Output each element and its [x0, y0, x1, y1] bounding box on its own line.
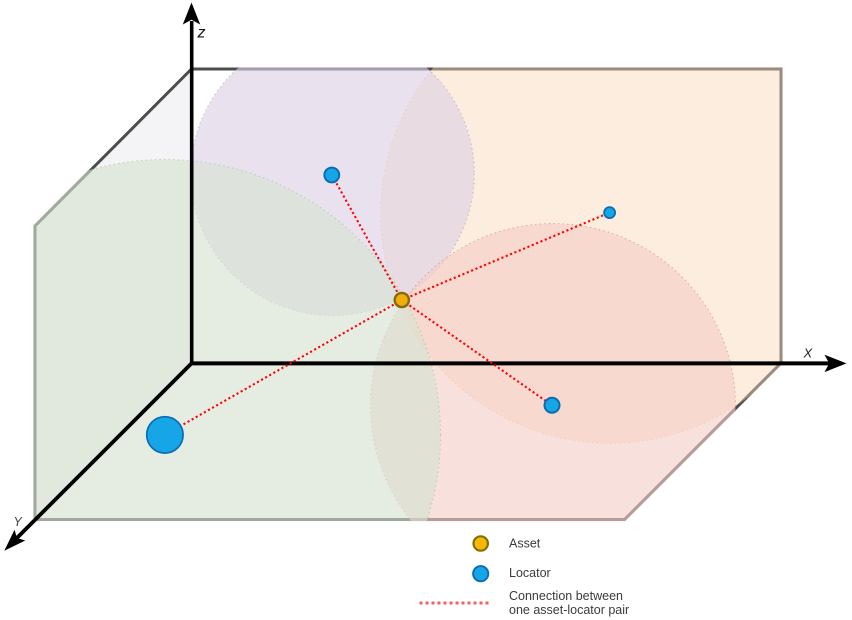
svg-text:z: z — [197, 25, 206, 42]
svg-text:one asset-locator pair: one asset-locator pair — [509, 603, 629, 617]
svg-text:Connection between: Connection between — [509, 589, 623, 603]
svg-text:Asset: Asset — [509, 537, 541, 551]
svg-text:Y: Y — [14, 515, 24, 529]
svg-text:Locator: Locator — [509, 566, 551, 580]
svg-text:X: X — [803, 346, 814, 361]
